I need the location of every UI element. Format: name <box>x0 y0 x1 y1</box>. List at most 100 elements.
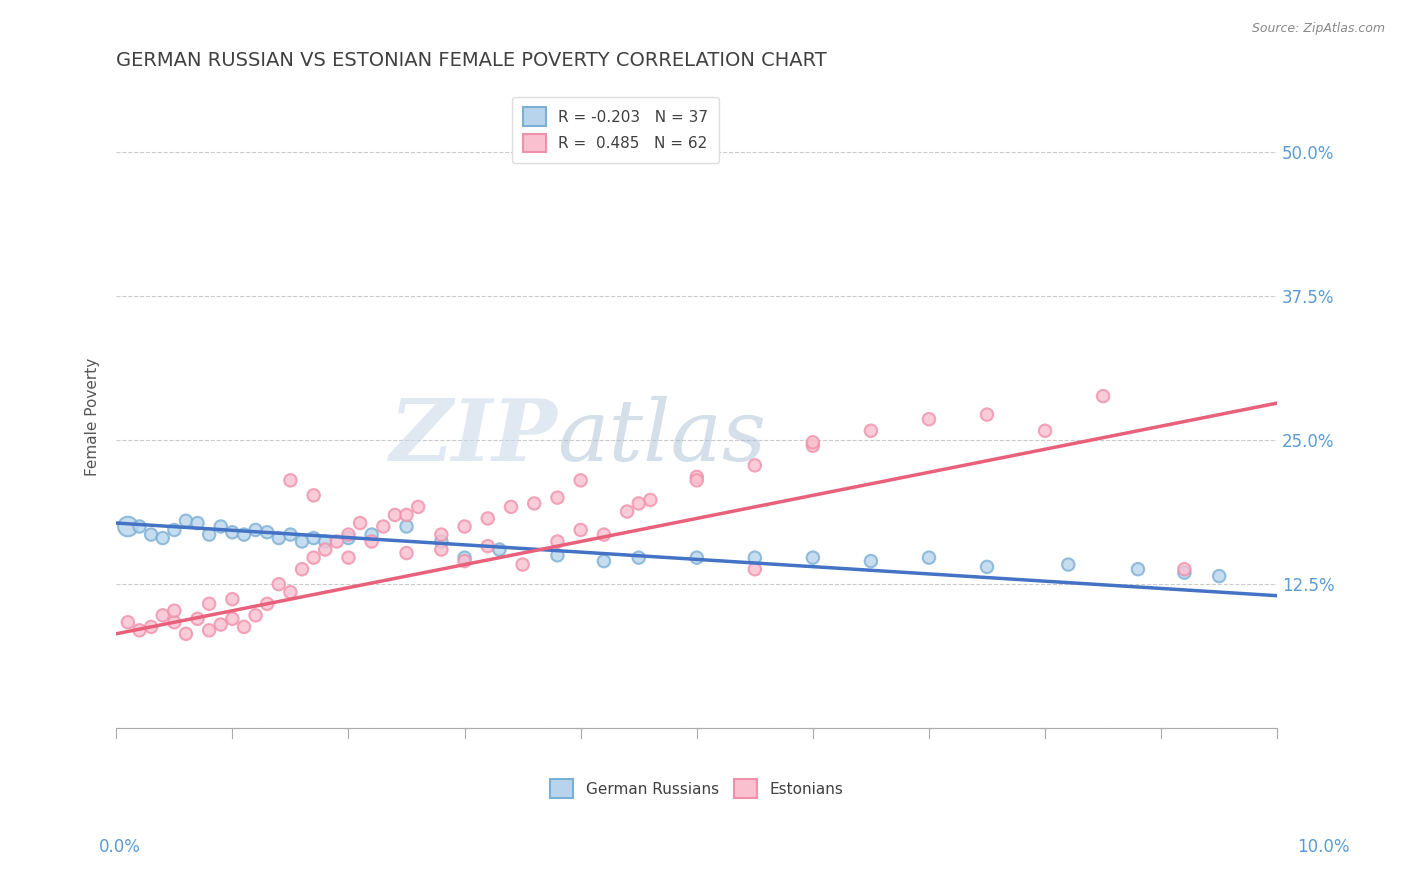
Point <box>267 531 290 545</box>
Point <box>221 612 243 626</box>
Point <box>918 550 941 565</box>
Point <box>291 534 314 549</box>
Point <box>395 508 418 522</box>
Point <box>186 516 208 530</box>
Point <box>280 474 302 488</box>
Point <box>152 531 174 545</box>
Point <box>337 550 360 565</box>
Point <box>627 496 650 510</box>
Point <box>128 624 150 638</box>
Point <box>221 592 243 607</box>
Point <box>302 531 325 545</box>
Point <box>686 470 709 484</box>
Point <box>499 500 522 514</box>
Point <box>546 534 568 549</box>
Point <box>477 539 499 553</box>
Point <box>349 516 371 530</box>
Point <box>245 523 267 537</box>
Point <box>139 527 162 541</box>
Point <box>209 617 232 632</box>
Point <box>198 597 221 611</box>
Point <box>430 534 453 549</box>
Point <box>453 554 475 568</box>
Point <box>640 493 662 508</box>
Point <box>360 534 382 549</box>
Point <box>291 562 314 576</box>
Point <box>245 608 267 623</box>
Point <box>686 474 709 488</box>
Point <box>1092 389 1115 403</box>
Point <box>186 612 208 626</box>
Point <box>337 531 360 545</box>
Point <box>163 615 186 630</box>
Point <box>326 534 349 549</box>
Point <box>627 550 650 565</box>
Point <box>395 546 418 560</box>
Point <box>976 560 998 574</box>
Point <box>744 562 766 576</box>
Point <box>267 577 290 591</box>
Legend: German Russians, Estonians: German Russians, Estonians <box>544 773 849 804</box>
Text: Source: ZipAtlas.com: Source: ZipAtlas.com <box>1251 22 1385 36</box>
Point <box>859 554 882 568</box>
Point <box>163 604 186 618</box>
Point <box>477 511 499 525</box>
Point <box>280 585 302 599</box>
Point <box>139 620 162 634</box>
Point <box>373 519 395 533</box>
Point <box>384 508 406 522</box>
Point <box>198 624 221 638</box>
Point <box>512 558 534 572</box>
Point <box>430 527 453 541</box>
Point <box>337 527 360 541</box>
Point <box>117 615 139 630</box>
Point <box>1057 558 1080 572</box>
Point <box>395 519 418 533</box>
Text: 0.0%: 0.0% <box>98 838 141 856</box>
Point <box>430 542 453 557</box>
Point <box>801 550 824 565</box>
Point <box>174 514 197 528</box>
Text: atlas: atlas <box>557 396 766 478</box>
Point <box>686 550 709 565</box>
Point <box>488 542 510 557</box>
Point <box>256 525 278 540</box>
Point <box>302 488 325 502</box>
Point <box>1208 569 1230 583</box>
Point <box>406 500 429 514</box>
Point <box>523 496 546 510</box>
Y-axis label: Female Poverty: Female Poverty <box>86 358 100 476</box>
Point <box>233 527 256 541</box>
Point <box>569 523 592 537</box>
Text: GERMAN RUSSIAN VS ESTONIAN FEMALE POVERTY CORRELATION CHART: GERMAN RUSSIAN VS ESTONIAN FEMALE POVERT… <box>117 51 827 70</box>
Point <box>302 550 325 565</box>
Point <box>198 527 221 541</box>
Point <box>1126 562 1149 576</box>
Point <box>174 627 197 641</box>
Point <box>546 491 568 505</box>
Point <box>546 549 568 563</box>
Point <box>314 534 336 549</box>
Point <box>593 554 616 568</box>
Point <box>163 523 186 537</box>
Point <box>744 550 766 565</box>
Point <box>801 439 824 453</box>
Point <box>569 474 592 488</box>
Point <box>976 408 998 422</box>
Point <box>859 424 882 438</box>
Point <box>1173 566 1195 580</box>
Point <box>744 458 766 473</box>
Point <box>221 525 243 540</box>
Point <box>117 519 139 533</box>
Point <box>128 519 150 533</box>
Point <box>918 412 941 426</box>
Point <box>1033 424 1056 438</box>
Point <box>453 550 475 565</box>
Point <box>209 519 232 533</box>
Text: ZIP: ZIP <box>389 395 557 479</box>
Point <box>360 527 382 541</box>
Point <box>233 620 256 634</box>
Point <box>256 597 278 611</box>
Point <box>616 504 638 518</box>
Point <box>1173 562 1195 576</box>
